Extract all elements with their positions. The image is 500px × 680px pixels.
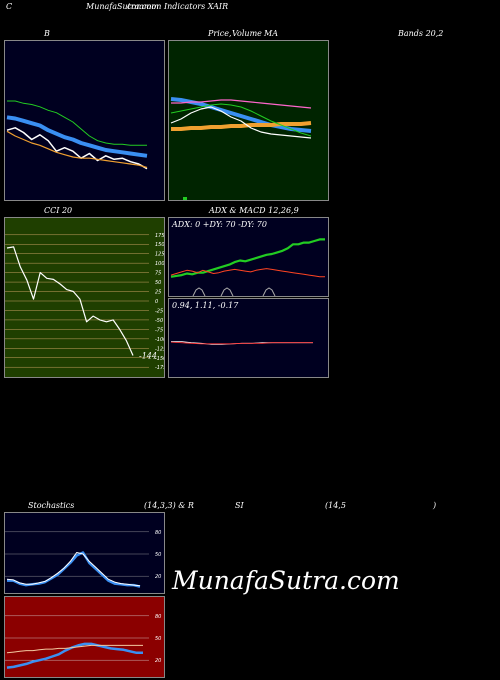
rsi-signal-line (6, 644, 143, 654)
bollinger-chart (6, 100, 148, 170)
title-si: SI (235, 501, 244, 510)
cci-tick-label: 150 (155, 242, 164, 248)
cci-tick-label: 25 (155, 290, 161, 296)
pv-pink-ma (171, 99, 312, 109)
pv-blue-ma (170, 97, 312, 133)
cci-tick-label: 75 (155, 271, 161, 277)
adx-grey-peak (262, 287, 276, 296)
adx-grey-peak (220, 287, 234, 296)
cci-tick-label: 50 (155, 280, 161, 286)
watermark: MunafaSutra.com (172, 566, 400, 595)
cci-chart: 175 150 125 100 75 50 25 0 -25 -50 -75 -100 -125 -150… (5, 233, 164, 371)
adx-grey-peak (192, 287, 206, 296)
title-stoch: Stochastics (28, 501, 75, 510)
bollinger-panel (4, 40, 165, 201)
title-b: B (44, 29, 50, 38)
cci-tick-label: -125 (155, 346, 164, 352)
stoch-tick-label: 80 (155, 530, 161, 536)
title-volume: Volume (232, 29, 262, 38)
header-site: MunafaSutra.com (86, 2, 159, 11)
title-price: Price, (208, 29, 232, 38)
macd-readout: 0.94, 1.11, -0.17 (172, 301, 239, 310)
stoch-tick-label: 20 (155, 574, 161, 580)
macd-signal-line (170, 341, 313, 345)
rsi-tick-label: 50 (155, 636, 161, 642)
volume-bar (183, 197, 187, 200)
cci-tick-label: 100 (155, 261, 164, 267)
cci-tick-label: -50 (155, 318, 163, 324)
stoch-d-line (6, 552, 141, 587)
cci-tick-label: -175 (155, 365, 164, 371)
adx-red-line (170, 268, 325, 278)
adx-readout: ADX: 0 +DY: 70 -DY: 70 (172, 220, 267, 229)
cci-panel: 175 150 125 100 75 50 25 0 -25 -50 -75 -100 -125 -150… (4, 217, 165, 378)
cci-tick-label: -150 (155, 356, 164, 362)
title-rsi-close: ) (433, 501, 437, 510)
pv-price (170, 106, 312, 139)
cci-tick-label: 0 (155, 299, 158, 305)
bollinger-price (6, 127, 148, 170)
title-rsi-params: (14,5 (325, 501, 346, 510)
title-ma: MA (264, 29, 278, 38)
header-left: C (6, 2, 13, 11)
title-stoch-params: (14,3,3) & R (144, 501, 194, 510)
rsi-chart: 80 50 20 (5, 614, 161, 669)
cci-tick-label: -75 (155, 327, 163, 333)
bollinger-upper-band (7, 100, 147, 146)
title-adx: ADX & MACD 12,26,9 (209, 206, 299, 215)
title-bands: Bands 20,2 (398, 29, 444, 38)
stochastics-panel: 80 50 20 (4, 512, 165, 594)
stoch-tick-label: 50 (155, 552, 161, 558)
pv-orange-ma (171, 121, 312, 131)
adx-green-line (170, 238, 325, 278)
cci-line (6, 246, 134, 356)
rsi-panel: 80 50 20 (4, 596, 165, 678)
price-volume-chart (170, 97, 312, 200)
header-subtitle: common Indicators XAIR (127, 2, 229, 11)
cci-tick-label: 125 (155, 252, 164, 258)
rsi-tick-label: 80 (155, 614, 161, 620)
bollinger-lower-band (6, 130, 148, 169)
rsi-tick-label: 20 (155, 658, 161, 664)
cci-tick-label: -100 (155, 337, 164, 343)
adx-chart (170, 238, 325, 296)
pv-green-ma (170, 103, 312, 137)
adx-panel: ADX: 0 +DY: 70 -DY: 70 (168, 217, 329, 297)
stochastics-chart: 80 50 20 (5, 530, 161, 588)
macd-panel: 0.94, 1.11, -0.17 (168, 298, 329, 378)
price-volume-panel (168, 40, 329, 201)
macd-chart (170, 341, 313, 345)
cci-tick-label: -25 (155, 308, 163, 314)
rsi-line (6, 642, 143, 669)
cci-last-value: -144 (139, 351, 157, 360)
cci-tick-label: 175 (155, 233, 164, 239)
bollinger-mid-band (6, 115, 148, 158)
title-cci: CCI 20 (44, 206, 73, 215)
